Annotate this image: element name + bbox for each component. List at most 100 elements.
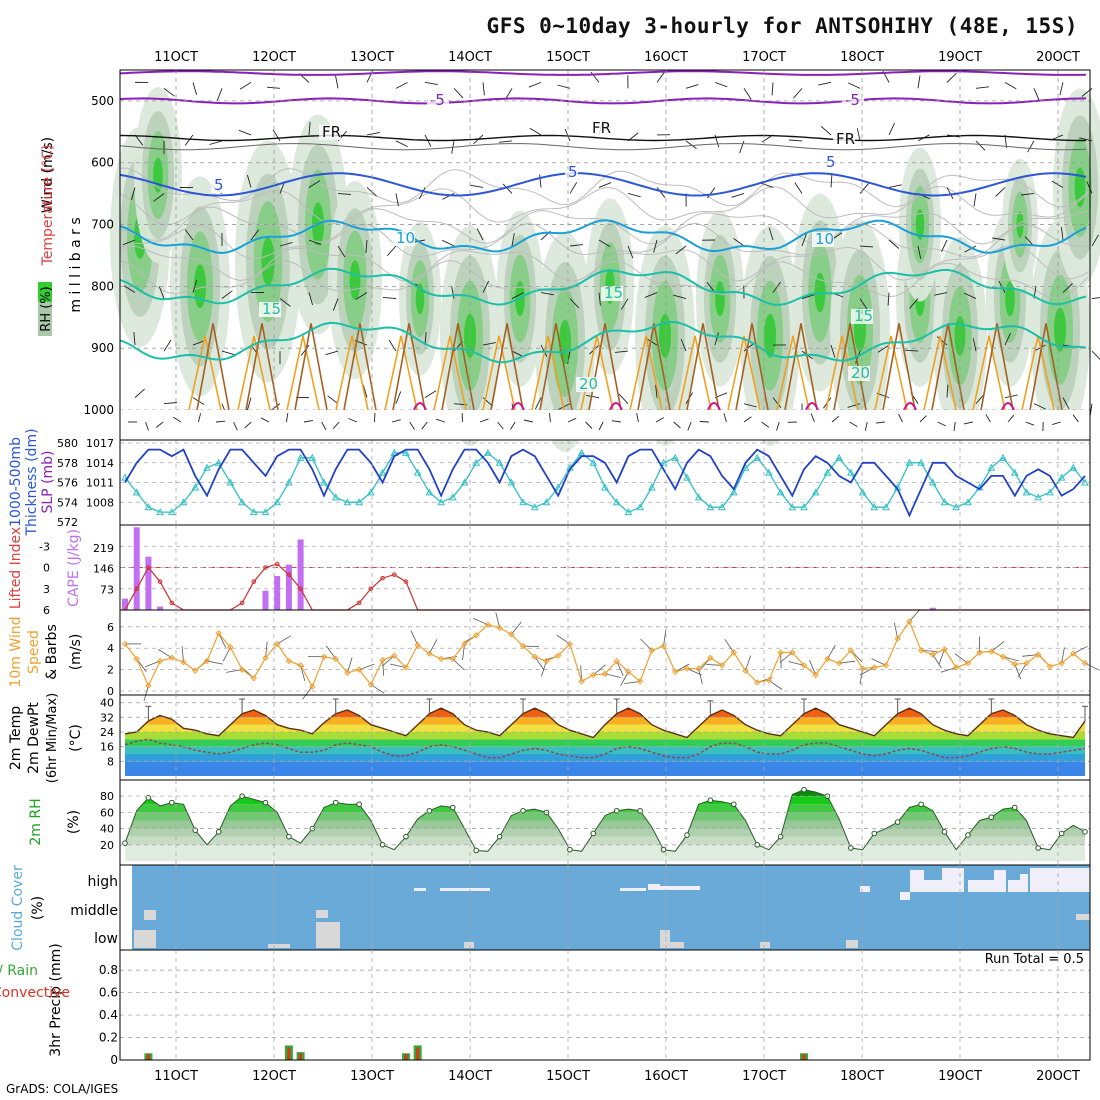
label-wind10m: 10m Wind <box>8 616 24 687</box>
surface-wind-barb <box>260 417 270 423</box>
wind-barb <box>134 134 144 146</box>
wind-barb <box>272 129 281 142</box>
contour-label: FR <box>592 119 611 137</box>
wind-barb <box>192 82 198 96</box>
wind-barb <box>569 182 578 194</box>
wind-barb <box>627 245 634 259</box>
isotherm-FR <box>119 134 1086 142</box>
wind-speed-marker <box>765 677 773 684</box>
bottom-date-label: 17OCT <box>742 1069 786 1084</box>
wind-barb <box>300 344 310 356</box>
rh-marker <box>145 794 152 801</box>
warm-isotherm-spike <box>188 335 222 411</box>
wind-barb <box>733 238 745 247</box>
li-marker <box>239 600 245 606</box>
thickness-marker <box>413 468 422 476</box>
thickness-marker <box>249 508 258 516</box>
wind-speed-marker <box>145 682 152 689</box>
contour-label: 15 <box>262 300 281 318</box>
wind-barb <box>482 342 496 346</box>
surface-strip <box>120 410 1090 440</box>
wind-barb-10m <box>143 685 149 702</box>
wind-speed-marker <box>180 658 187 666</box>
cape-bar <box>274 576 281 610</box>
wind-barb <box>123 285 136 293</box>
wind-barb <box>1091 350 1100 361</box>
wind-barb <box>1004 333 1011 346</box>
contour-label-bg <box>576 377 598 392</box>
surface-wind-barb <box>391 419 401 423</box>
wind-speed-marker <box>273 640 281 648</box>
wind-barb-10m <box>620 671 629 686</box>
wind-barb <box>246 174 252 188</box>
wind-barb <box>964 292 977 299</box>
temp-color-band <box>125 746 1085 754</box>
surface-wind-barb <box>810 413 815 423</box>
rh-contour-line <box>119 167 1089 208</box>
surface-wind-barb <box>523 419 533 423</box>
wind-barb-10m <box>534 656 545 671</box>
slp-line <box>124 448 1086 518</box>
wind-barb <box>564 128 571 142</box>
li-marker <box>391 572 397 577</box>
wind-barb <box>1091 297 1100 299</box>
wind-speed-marker <box>1081 659 1089 667</box>
hot-isotherm-mark <box>609 402 623 411</box>
wind-speed-marker <box>753 679 761 686</box>
wind-barb <box>760 182 774 188</box>
temp-color-band <box>125 761 1085 776</box>
wind-speed-marker <box>1034 651 1042 658</box>
wind-barb <box>395 391 402 404</box>
wind-barb <box>644 292 658 298</box>
wind-barb <box>216 88 223 101</box>
li-tick-label: 0 <box>43 562 50 575</box>
top-date-label: 19OCT <box>938 50 982 65</box>
surface-wind-barb <box>655 417 665 423</box>
thickness-marker <box>1081 478 1089 486</box>
rh-color-band <box>125 804 1085 813</box>
label-2m-temp: 2m Temp <box>8 706 24 770</box>
rh-marker <box>403 833 409 840</box>
cloud-low-patch <box>316 922 340 948</box>
wind-barb <box>308 239 322 246</box>
wind-speed-marker <box>590 671 597 679</box>
surface-wind-barb <box>1072 414 1079 423</box>
wind-speed-marker <box>941 646 948 653</box>
wind-barb <box>653 239 658 253</box>
wind-barb <box>820 126 832 136</box>
wind-barb <box>714 81 728 88</box>
wind-barb <box>972 338 977 352</box>
wind-barb-10m <box>429 639 438 654</box>
wind-speed-marker <box>250 674 257 682</box>
wind-barb <box>499 140 513 143</box>
wind-barb <box>934 292 948 296</box>
surface-wind-barb <box>436 418 445 423</box>
thickness-marker <box>472 458 481 466</box>
thickness-marker <box>718 503 726 511</box>
li-marker <box>356 600 362 606</box>
surface-wind-barb <box>479 418 489 423</box>
label-cloud-units: (%) <box>30 896 46 920</box>
wind-barb-10m <box>136 658 147 672</box>
rh-area <box>125 789 1085 861</box>
wind-barb <box>772 397 782 409</box>
thickness-marker <box>343 498 352 506</box>
surface-wind-barb <box>898 413 903 423</box>
wind-speed-marker <box>976 649 983 656</box>
wind-speed-marker <box>285 657 293 665</box>
pressure-tick-label: 800 <box>91 279 114 293</box>
slp-tick-label: 1017 <box>86 437 114 450</box>
label-cloud-cover: Cloud Cover <box>10 865 26 951</box>
top-date-label: 13OCT <box>350 50 394 65</box>
wind-barb <box>656 187 666 198</box>
wind-barb-10m <box>1017 662 1027 678</box>
thickness-marker <box>519 498 527 506</box>
li-marker <box>146 565 151 570</box>
temp-tick-label: 24 <box>100 726 114 739</box>
pressure-tick-label: 900 <box>91 341 114 355</box>
temp-tick-label: 8 <box>107 755 114 768</box>
thickness-marker <box>1069 463 1078 471</box>
precip-convective-bar <box>287 1047 291 1060</box>
li-marker <box>251 579 257 584</box>
